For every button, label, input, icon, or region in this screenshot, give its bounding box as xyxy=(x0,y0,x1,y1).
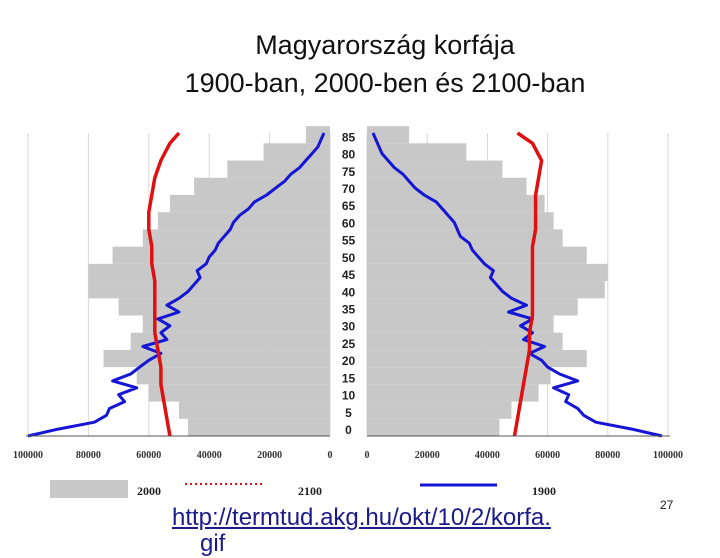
age-label: 55 xyxy=(342,234,356,248)
legend-1900-label: 1900 xyxy=(532,484,556,498)
bar-2000-male xyxy=(142,229,330,247)
age-label: 15 xyxy=(342,371,356,385)
x-tick-left: 0 xyxy=(328,450,333,461)
source-link-continuation[interactable]: gif xyxy=(200,530,226,557)
x-tick-right: 60000 xyxy=(535,450,560,461)
bar-2000-male xyxy=(169,194,330,213)
bar-2000-male xyxy=(157,212,330,230)
bar-2000-female xyxy=(367,160,503,178)
age-label: 70 xyxy=(342,182,356,196)
chart-title-line2: 1900-ban, 2000-ben és 2100-ban xyxy=(184,68,586,98)
age-label: 20 xyxy=(342,354,356,368)
bar-2000-female xyxy=(367,143,467,161)
age-label: 25 xyxy=(342,337,356,351)
bar-2000-female xyxy=(367,263,608,282)
x-tick-right: 40000 xyxy=(475,450,500,461)
bar-2000-female xyxy=(367,367,551,385)
bar-2000-male xyxy=(118,298,330,316)
age-label: 50 xyxy=(342,251,356,265)
age-label: 0 xyxy=(345,423,352,437)
bar-2000-female xyxy=(367,349,587,368)
age-label: 60 xyxy=(342,216,356,230)
age-label: 10 xyxy=(342,389,356,403)
bar-2000-male xyxy=(188,418,330,436)
bar-2000-male xyxy=(103,349,330,368)
bar-2000-male xyxy=(148,384,330,402)
bar-2000-male xyxy=(227,160,330,178)
x-tick-right: 80000 xyxy=(595,450,620,461)
bar-2000-male xyxy=(130,332,330,350)
x-tick-right: 100000 xyxy=(653,450,683,461)
bar-2000-male xyxy=(136,367,330,385)
bar-2000-male xyxy=(112,246,330,264)
age-label: 45 xyxy=(342,268,356,282)
age-label: 35 xyxy=(342,302,356,316)
bar-2000-female xyxy=(367,332,563,350)
x-tick-right: 20000 xyxy=(415,450,440,461)
x-tick-left: 20000 xyxy=(257,450,282,461)
age-label: 40 xyxy=(342,285,356,299)
line-2100-male xyxy=(147,131,181,437)
bar-2000-male xyxy=(179,401,330,419)
x-tick-left: 40000 xyxy=(197,450,222,461)
bar-2000-female xyxy=(367,177,527,195)
x-tick-left: 100000 xyxy=(13,450,43,461)
line-2100-female xyxy=(512,131,544,437)
age-label: 85 xyxy=(342,130,356,144)
bar-2000-male xyxy=(305,126,330,144)
chart-title-line1: Magyarország korfája xyxy=(255,30,515,60)
population-pyramid-chart: 100000 80000 60000 40000 20000 0 0 20000 40000 60… xyxy=(13,126,683,498)
legend-2000-label: 2000 xyxy=(137,484,161,498)
legend-2100-label: 2100 xyxy=(298,484,322,498)
page-number: 27 xyxy=(660,498,674,512)
bar-2000-female xyxy=(367,281,605,299)
line-1900-male xyxy=(27,132,326,438)
bar-2000-male xyxy=(88,263,331,282)
bar-2000-male xyxy=(88,281,331,299)
x-tick-left: 60000 xyxy=(136,450,161,461)
age-label: 80 xyxy=(342,148,356,162)
bar-2000-male xyxy=(263,143,330,161)
bar-2000-female xyxy=(367,212,554,230)
bar-2000-female xyxy=(367,126,410,144)
bar-2000-female xyxy=(367,384,539,402)
x-tick-right: 0 xyxy=(365,450,370,461)
age-label: 65 xyxy=(342,199,356,213)
bar-2000-male xyxy=(194,177,330,195)
bar-2000-female xyxy=(367,194,545,213)
bar-2000-male xyxy=(142,315,330,333)
line-1900-female xyxy=(371,132,663,438)
bar-2000-female xyxy=(367,315,554,333)
bar-2000-female xyxy=(367,298,578,316)
age-label: 5 xyxy=(345,406,352,420)
x-tick-left: 80000 xyxy=(76,450,101,461)
source-link[interactable]: http://termtud.akg.hu/okt/10/2/korfa. xyxy=(172,504,551,531)
bar-2000-female xyxy=(367,418,500,436)
age-label: 30 xyxy=(342,320,356,334)
bar-2000-female xyxy=(367,401,512,419)
legend-2000-swatch xyxy=(50,480,128,498)
age-label: 75 xyxy=(342,165,356,179)
